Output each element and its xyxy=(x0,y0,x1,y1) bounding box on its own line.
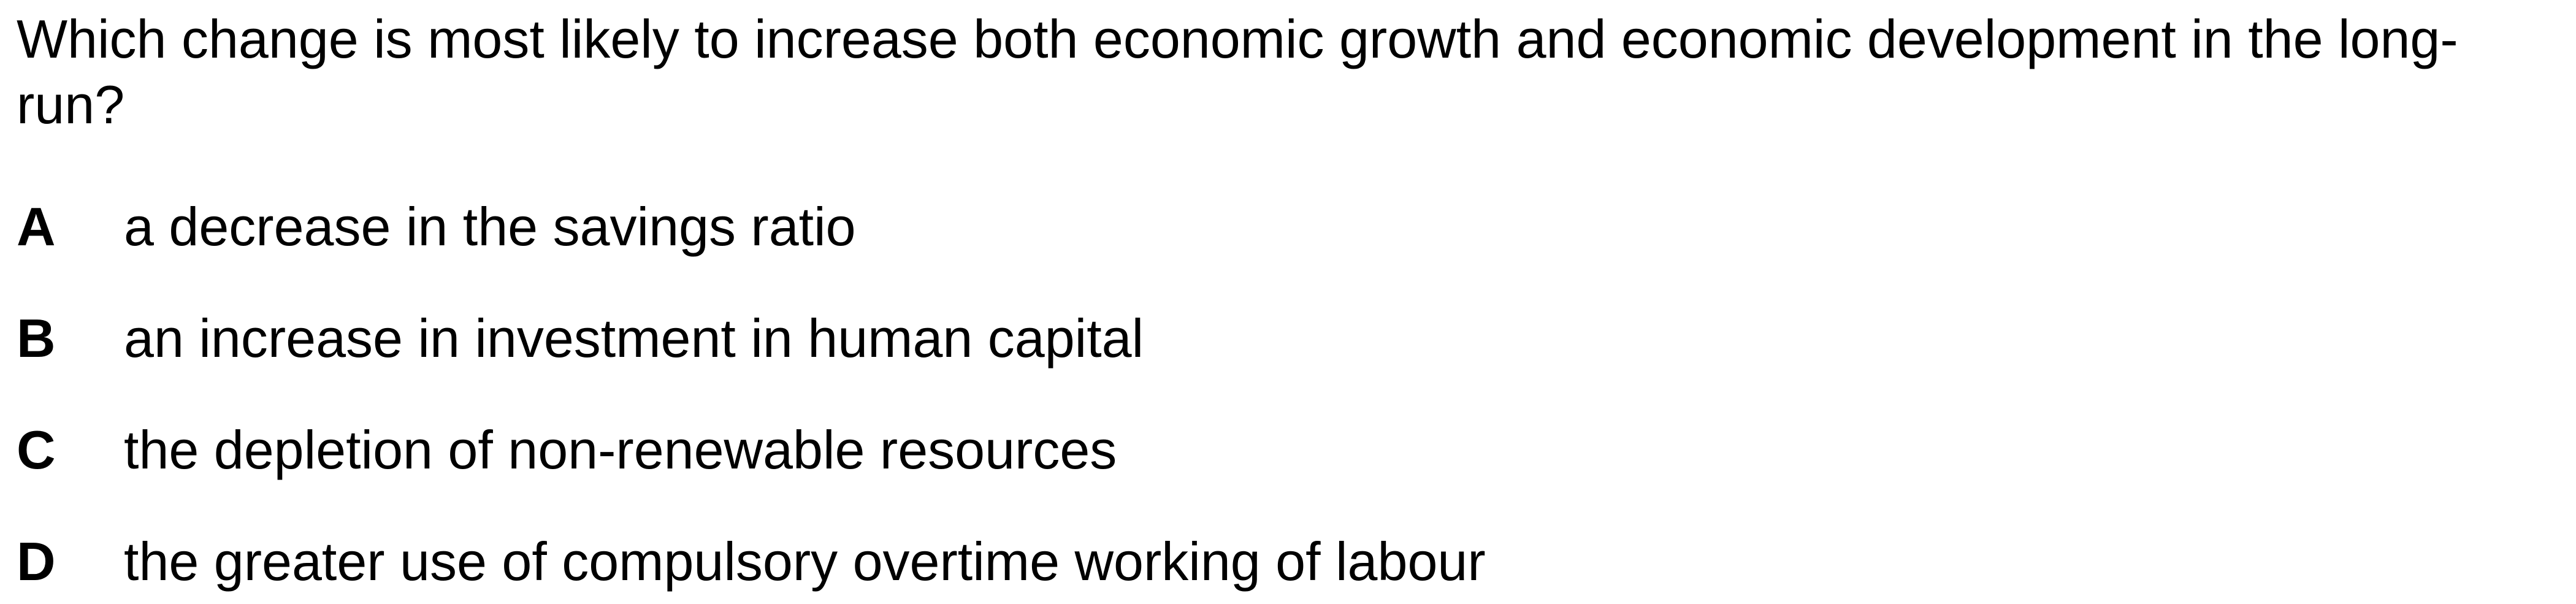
answer-option-b[interactable]: B an increase in investment in human cap… xyxy=(17,305,1144,372)
option-letter: C xyxy=(17,419,56,480)
option-letter: B xyxy=(17,308,56,369)
answer-option-d[interactable]: D the greater use of compulsory overtime… xyxy=(17,528,1486,595)
answer-option-c[interactable]: C the depletion of non-renewable resourc… xyxy=(17,416,1117,484)
option-text: a decrease in the savings ratio xyxy=(124,196,856,257)
option-text: the greater use of compulsory overtime w… xyxy=(124,531,1486,592)
question-text: Which change is most likely to increase … xyxy=(17,9,2458,135)
option-letter: A xyxy=(17,196,56,257)
option-letter: D xyxy=(17,531,56,592)
option-text: an increase in investment in human capit… xyxy=(124,308,1144,369)
option-text: the depletion of non-renewable resources xyxy=(124,419,1117,480)
answer-option-a[interactable]: A a decrease in the savings ratio xyxy=(17,193,856,261)
